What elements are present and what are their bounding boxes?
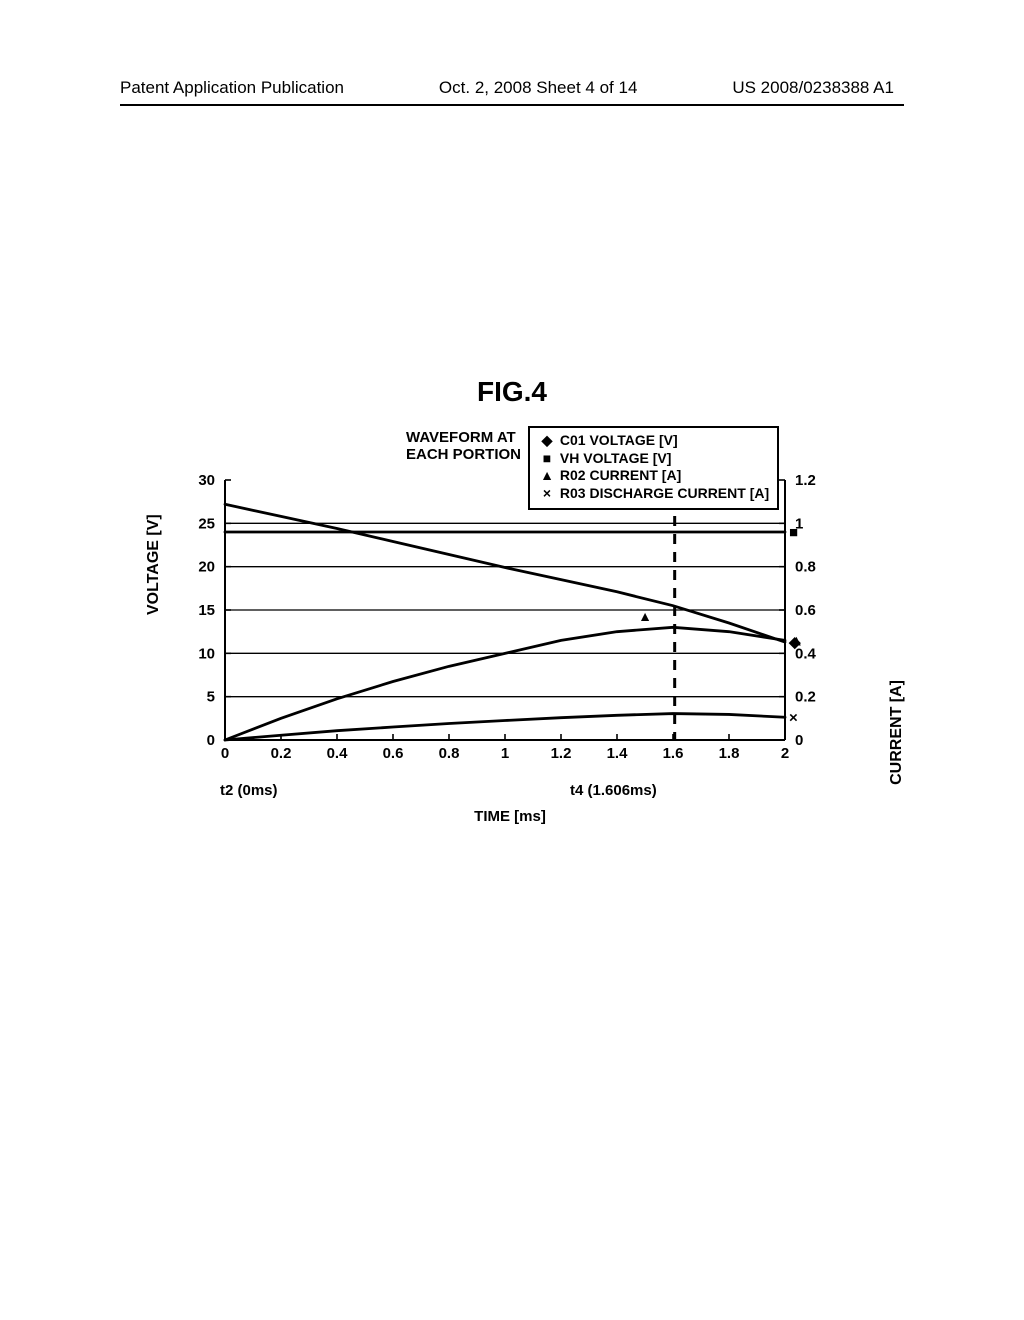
page-header: Patent Application Publication Oct. 2, 2… [0,78,1024,98]
svg-text:10: 10 [198,645,215,662]
chart-heading-line1: WAVEFORM AT [406,429,516,446]
chart-heading: WAVEFORM AT EACH PORTION [406,430,521,463]
y-axis-left-label: VOLTAGE [V] [145,514,163,615]
svg-text:▲: ▲ [638,608,652,624]
x-note-t4: t4 (1.606ms) [570,782,657,799]
header-right: US 2008/0238388 A1 [732,78,894,98]
svg-text:1: 1 [501,745,509,762]
triangle-icon: ▲ [538,467,556,485]
square-icon: ■ [538,450,556,468]
legend: ◆ C01 VOLTAGE [V] ■ VH VOLTAGE [V] ▲ R02… [528,426,779,510]
legend-item-c01: ◆ C01 VOLTAGE [V] [538,432,769,450]
legend-item-r03: × R03 DISCHARGE CURRENT [A] [538,485,769,503]
svg-text:1.6: 1.6 [663,745,684,762]
svg-text:0: 0 [221,745,229,762]
x-note-t2: t2 (0ms) [220,782,278,799]
svg-text:1.2: 1.2 [795,472,816,489]
svg-text:5: 5 [207,689,215,706]
y-axis-right-label: CURRENT [A] [888,680,906,785]
svg-text:1.8: 1.8 [719,745,740,762]
header-rule [120,104,904,106]
svg-text:▲: ▲ [789,632,804,649]
svg-text:25: 25 [198,515,215,532]
legend-item-vh: ■ VH VOLTAGE [V] [538,450,769,468]
svg-text:■: ■ [789,524,798,541]
figure-title: FIG.4 [0,376,1024,408]
chart-container: WAVEFORM AT EACH PORTION ◆ C01 VOLTAGE [… [150,430,870,770]
svg-text:0: 0 [207,732,215,749]
svg-text:0.6: 0.6 [383,745,404,762]
header-left: Patent Application Publication [120,78,344,98]
svg-text:1.4: 1.4 [607,745,629,762]
diamond-icon: ◆ [538,432,556,450]
svg-text:15: 15 [198,602,215,619]
svg-text:0.6: 0.6 [795,602,816,619]
x-icon: × [538,485,556,503]
header-mid: Oct. 2, 2008 Sheet 4 of 14 [439,78,637,98]
x-axis-label: TIME [ms] [150,808,870,825]
svg-text:1.2: 1.2 [551,745,572,762]
chart-heading-line2: EACH PORTION [406,446,521,463]
svg-text:2: 2 [781,745,789,762]
svg-text:30: 30 [198,472,215,489]
svg-text:0.8: 0.8 [795,559,816,576]
legend-item-r02: ▲ R02 CURRENT [A] [538,467,769,485]
svg-text:0: 0 [795,732,803,749]
svg-text:×: × [789,709,798,726]
svg-text:0.8: 0.8 [439,745,460,762]
svg-text:0.2: 0.2 [271,745,292,762]
svg-text:20: 20 [198,559,215,576]
svg-text:0.4: 0.4 [327,745,349,762]
svg-text:0.2: 0.2 [795,689,816,706]
